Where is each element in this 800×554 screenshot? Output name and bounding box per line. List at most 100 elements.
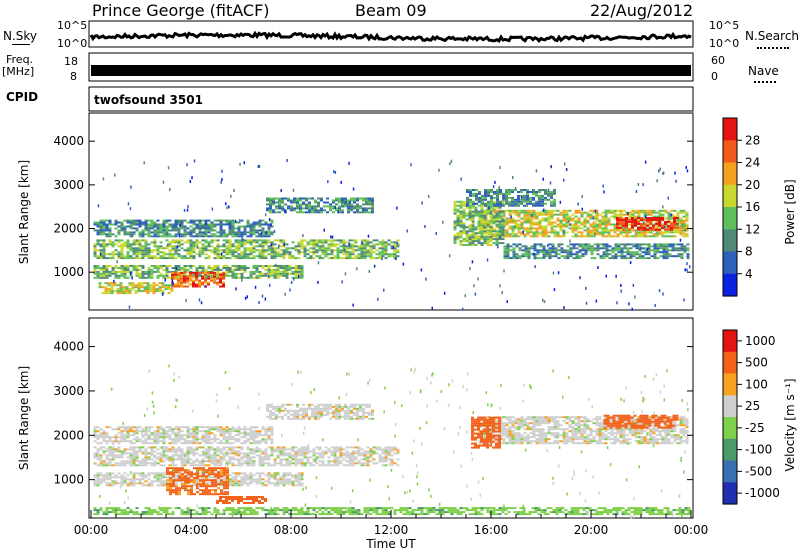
range-gate-cell (183, 255, 187, 258)
range-gate-cell (276, 446, 280, 449)
range-gate-cell (261, 245, 265, 248)
range-gate-cell (360, 464, 364, 467)
range-gate-cell (270, 448, 274, 451)
range-gate-cell (216, 446, 220, 449)
range-gate-cell (96, 430, 100, 433)
range-gate-cell (93, 243, 97, 246)
range-gate-cell (132, 247, 136, 250)
range-gate-cell (599, 243, 603, 246)
range-gate-cell (102, 432, 106, 435)
range-gate-cell (272, 211, 275, 214)
range-gate-cell (195, 235, 199, 238)
range-gate-cell (297, 251, 301, 254)
range-gate-cell (598, 225, 602, 228)
range-gate-cell (526, 217, 530, 220)
range-gate-cell (498, 212, 502, 215)
range-gate-cell (526, 200, 529, 203)
range-gate-cell (162, 257, 166, 260)
range-gate-cell (252, 239, 256, 242)
range-gate-cell (634, 211, 638, 214)
range-gate-cell (354, 241, 358, 244)
range-gate-cell (378, 448, 382, 451)
range-gate-cell (387, 243, 391, 246)
range-gate-cell (207, 428, 211, 431)
range-gate-cell (102, 464, 106, 467)
range-gate-cell (574, 223, 578, 226)
noise-cell (373, 264, 376, 268)
nsearch-dots (757, 47, 789, 49)
range-gate-cell (141, 221, 145, 224)
range-gate-cell (113, 284, 117, 287)
range-gate-cell (252, 440, 256, 443)
range-gate-cell (541, 196, 544, 199)
range-gate-cell (135, 253, 139, 256)
range-gate-cell (502, 198, 505, 201)
range-gate-cell (171, 225, 175, 228)
range-gate-cell (120, 223, 124, 226)
range-gate-cell (371, 201, 374, 204)
range-gate-cell (312, 243, 316, 246)
range-gate-cell (333, 458, 337, 461)
range-gate-cell (508, 227, 512, 230)
range-gate-cell (353, 201, 356, 204)
noise-cell (594, 209, 597, 213)
range-gate-cell (572, 243, 576, 246)
range-gate-cell (234, 249, 238, 252)
range-gate-cell (550, 192, 553, 195)
range-gate-cell (255, 426, 259, 429)
range-gate-cell (171, 456, 175, 459)
range-gate-cell (474, 244, 478, 246)
range-gate-cell (686, 243, 690, 246)
range-gate-cell (471, 220, 475, 223)
range-gate-cell (159, 460, 163, 463)
range-gate-cell (294, 446, 298, 449)
range-gate-cell (351, 462, 355, 465)
range-gate-cell (102, 272, 106, 275)
range-gate-cell (165, 245, 169, 248)
range-gate-cell (589, 213, 593, 216)
range-gate-cell (101, 292, 105, 295)
range-gate-cell (243, 231, 247, 234)
range-gate-cell (255, 223, 259, 226)
range-gate-cell (341, 211, 344, 214)
range-gate-cell (369, 450, 373, 453)
range-gate-cell (318, 249, 322, 252)
range-gate-cell (566, 249, 570, 252)
range-gate-cell (198, 241, 202, 244)
range-gate-cell (132, 432, 136, 435)
range-gate-cell (356, 205, 359, 208)
range-gate-cell (119, 288, 123, 291)
range-gate-cell (299, 209, 302, 212)
range-gate-cell (682, 229, 686, 232)
noise-cell (542, 298, 544, 302)
noise-cell (176, 245, 179, 249)
range-gate-cell (267, 253, 271, 256)
range-gate-cell (512, 257, 516, 260)
range-gate-cell (135, 458, 139, 461)
range-gate-cell (198, 281, 201, 284)
range-gate-cell (171, 458, 175, 461)
range-gate-cell (204, 438, 208, 441)
range-gate-cell (102, 267, 106, 269)
noise-cell (528, 255, 530, 259)
range-gate-cell (138, 245, 142, 248)
range-gate-cell (508, 213, 512, 216)
range-gate-cell (96, 458, 100, 461)
range-gate-cell (300, 239, 304, 242)
range-gate-cell (562, 211, 566, 214)
range-gate-cell (345, 247, 349, 250)
noise-cell (635, 190, 638, 193)
range-gate-cell (186, 275, 189, 278)
range-gate-cell (168, 270, 172, 273)
range-gate-cell (234, 446, 238, 449)
range-gate-cell (294, 456, 298, 459)
range-gate-cell (294, 462, 298, 465)
range-gate-cell (240, 268, 244, 271)
range-gate-cell (183, 434, 187, 437)
noise-cell (381, 257, 383, 261)
range-gate-cell (201, 450, 205, 453)
range-gate-cell (177, 229, 181, 232)
range-gate-cell (550, 191, 553, 193)
range-gate-cell (619, 222, 622, 225)
range-gate-cell (288, 253, 292, 256)
